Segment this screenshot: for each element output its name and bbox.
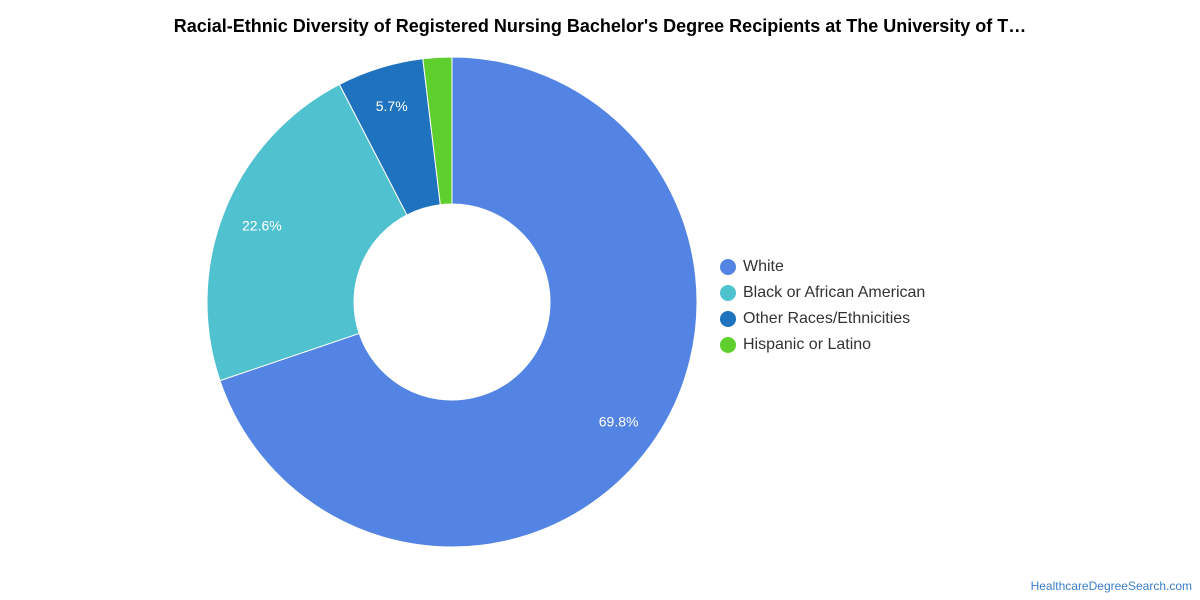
legend: White Black or African American Other Race…	[720, 254, 925, 358]
legend-swatch-icon	[720, 285, 736, 301]
legend-swatch-icon	[720, 259, 736, 275]
legend-item-white[interactable]: White	[720, 254, 925, 280]
slice-white[interactable]	[219, 56, 698, 548]
legend-label: Black or African American	[743, 284, 926, 301]
legend-item-black-or-african-american[interactable]: Black or African American	[720, 280, 925, 306]
legend-label: Other Races/Ethnicities	[743, 310, 911, 327]
legend-label: Hispanic or Latino	[743, 336, 872, 353]
legend-swatch-icon	[720, 311, 736, 327]
chart-title: Racial-Ethnic Diversity of Registered Nu…	[173, 16, 1027, 36]
legend-item-other-races-ethnicities[interactable]: Other Races/Ethnicities	[720, 306, 925, 332]
legend-label: White	[743, 258, 784, 275]
legend-item-hispanic-or-latino[interactable]: Hispanic or Latino	[720, 332, 925, 358]
slice-black-or-african-american[interactable]	[206, 83, 408, 382]
data-label-black-or-african-american: 22.6%	[242, 217, 282, 233]
data-label-other-races-ethnicities: 5.7%	[376, 98, 408, 114]
source-credit[interactable]: HealthcareDegreeSearch.com	[1030, 579, 1192, 593]
slice-hispanic-or-latino[interactable]	[422, 56, 453, 206]
legend-swatch-icon	[720, 337, 736, 353]
data-label-white: 69.8%	[599, 413, 639, 429]
